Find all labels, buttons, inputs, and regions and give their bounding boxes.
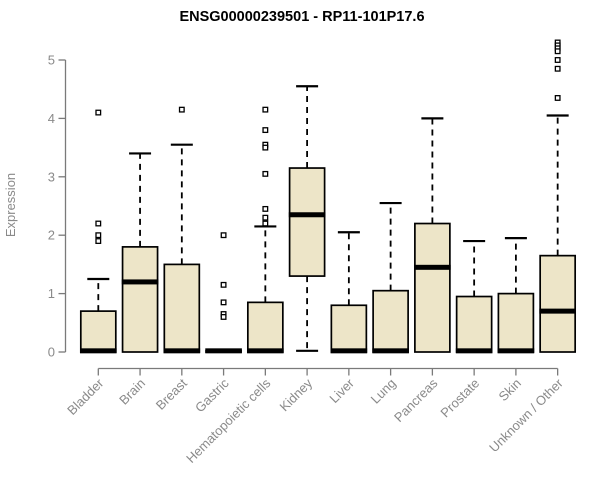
median-pancreas	[414, 264, 451, 270]
x-tick-label-lung: Lung	[368, 376, 399, 407]
box-bladder	[79, 310, 117, 353]
outlier-point-unknown-other	[554, 57, 561, 63]
median-breast	[163, 348, 201, 354]
x-tick-label-liver: Liver	[326, 375, 357, 406]
x-tick-label-prostate: Prostate	[437, 376, 482, 421]
outlier-point-breast	[178, 106, 185, 113]
x-tick-label-pancreas: Pancreas	[391, 375, 441, 425]
median-kidney	[288, 212, 326, 218]
x-tick-label-kidney: Kidney	[277, 375, 316, 414]
median-brain	[121, 279, 159, 285]
box-pancreas	[414, 222, 451, 353]
x-tick-label-bladder: Bladder	[64, 375, 107, 418]
x-tick-label-brain: Brain	[116, 376, 148, 408]
outlier-point-unknown-other	[554, 95, 561, 101]
box-hematopoietic-cells	[246, 301, 284, 353]
outlier-point-bladder	[95, 238, 102, 244]
y-tick-label: 0	[48, 345, 55, 360]
x-tick-label-gastric: Gastric	[192, 375, 232, 415]
median-prostate	[455, 348, 493, 354]
outlier-point-bladder	[95, 220, 102, 227]
outlier-point-unknown-other	[554, 65, 561, 72]
median-liver	[330, 348, 368, 354]
box-brain	[121, 246, 159, 353]
outlier-point-hematopoietic-cells	[262, 144, 269, 151]
y-tick-label: 3	[48, 169, 55, 184]
x-tick-label-unknown-other: Unknown / Other	[486, 375, 566, 455]
y-tick-label: 2	[48, 228, 55, 243]
outlier-point-hematopoietic-cells	[262, 106, 269, 113]
outlier-point-gastric	[220, 314, 227, 320]
median-skin	[497, 348, 535, 354]
outlier-point-hematopoietic-cells	[262, 220, 269, 227]
median-lung	[372, 348, 409, 354]
y-tick-label: 4	[48, 111, 55, 126]
chart-title: ENSG00000239501 - RP11-101P17.6	[179, 9, 424, 25]
outlier-point-hematopoietic-cells	[262, 170, 269, 177]
box-breast	[163, 263, 201, 353]
box-prostate	[455, 295, 493, 353]
median-gastric	[205, 348, 242, 354]
outlier-point-hematopoietic-cells	[262, 205, 269, 212]
x-tick-label-skin: Skin	[496, 376, 524, 404]
outlier-point-hematopoietic-cells	[262, 214, 269, 221]
outlier-point-gastric	[220, 299, 227, 306]
median-bladder	[80, 348, 117, 354]
box-unknown-other	[539, 254, 577, 353]
median-unknown-other	[539, 308, 576, 314]
outlier-point-unknown-other	[554, 48, 561, 55]
box-kidney	[288, 167, 326, 277]
box-lung	[372, 289, 409, 353]
median-hematopoietic-cells	[247, 348, 284, 354]
box-liver	[330, 304, 368, 353]
outlier-point-hematopoietic-cells	[262, 127, 269, 134]
y-tick-label: 1	[48, 286, 55, 301]
box-skin	[497, 292, 535, 353]
outlier-point-bladder	[95, 109, 102, 116]
y-tick-label: 5	[48, 53, 55, 68]
outlier-point-gastric	[220, 281, 227, 288]
outlier-point-gastric	[220, 232, 227, 239]
outlier-point-bladder	[95, 232, 102, 239]
y-axis-label: Expression	[3, 173, 18, 237]
x-tick-label-breast: Breast	[153, 375, 190, 412]
